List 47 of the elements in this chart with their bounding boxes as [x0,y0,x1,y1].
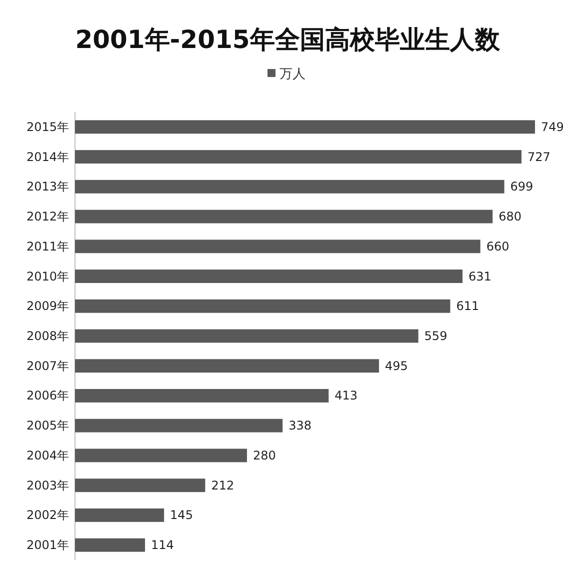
data-label: 114 [151,538,174,552]
bar [75,389,329,402]
bar [75,270,463,283]
bar [75,448,247,462]
y-tick-label: 2011年 [26,239,69,254]
y-tick-label: 2007年 [26,358,69,373]
bar [75,210,493,224]
y-tick-label: 2002年 [26,508,69,522]
data-label: 495 [385,358,408,373]
chart-title: 2001年-2015年全国高校毕业生人数 [75,25,501,54]
bar [75,538,146,552]
data-label: 413 [334,388,358,403]
data-label: 660 [486,239,510,254]
y-tick-label: 2009年 [26,299,69,314]
data-label: 611 [456,299,480,314]
y-tick-label: 2015年 [26,120,69,134]
y-tick-label: 2004年 [26,448,69,462]
bar [75,329,418,343]
bar [75,299,450,313]
data-label: 699 [510,180,534,194]
y-tick-label: 2012年 [26,210,69,224]
data-label: 559 [424,329,448,343]
bar [75,180,504,194]
bar [75,418,283,432]
bar [75,120,535,134]
y-tick-label: 2010年 [26,269,69,284]
data-label: 145 [170,508,193,522]
y-tick-label: 2014年 [26,150,69,164]
bar [75,508,164,522]
y-tick-label: 2013年 [26,180,69,194]
data-label: 680 [498,210,522,224]
bar [75,150,522,164]
y-tick-label: 2001年 [26,538,69,552]
bar [75,359,380,373]
data-label: 212 [211,478,234,492]
bar [75,240,480,254]
bar [75,478,206,492]
y-tick-label: 2005年 [26,418,69,433]
data-label: 631 [468,269,492,284]
y-tick-label: 2008年 [26,329,69,343]
data-label: 749 [541,120,564,134]
data-label: 280 [252,448,276,462]
data-label: 727 [527,150,550,164]
data-label: 338 [288,418,312,433]
legend-label: 万人 [280,67,306,82]
y-tick-label: 2003年 [26,478,69,492]
y-tick-label: 2006年 [26,388,69,403]
